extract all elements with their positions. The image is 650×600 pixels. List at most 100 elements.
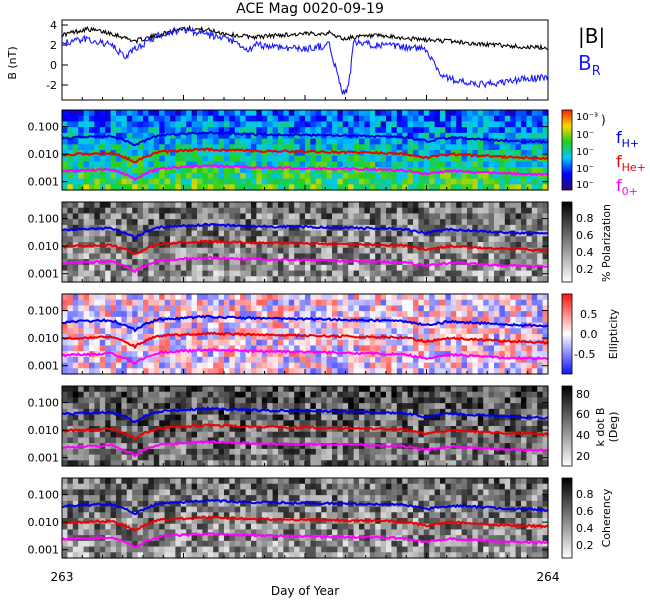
heatmap-cell [423, 132, 430, 140]
heatmap-cell [413, 224, 419, 232]
heatmap-cell [288, 316, 295, 324]
heatmap-cell [240, 110, 247, 117]
heatmap-cell [369, 172, 376, 180]
heatmap-cell [434, 270, 441, 277]
heatmap-cell [159, 236, 166, 243]
heatmap-cell [137, 127, 144, 134]
heatmap-cell [288, 305, 295, 312]
heatmap-cell [72, 294, 79, 301]
heatmap-cell [110, 264, 117, 272]
heatmap-cell [364, 236, 371, 243]
legend-b-r: BR [578, 51, 601, 79]
heatmap-cell [202, 132, 209, 140]
heatmap-cell [229, 115, 236, 123]
heatmap-cell [375, 339, 382, 347]
heatmap-cell [407, 397, 414, 404]
heatmap-cell [353, 299, 360, 307]
heatmap-cell [413, 127, 419, 134]
heatmap-cell [267, 236, 274, 243]
heatmap-cell [353, 448, 360, 456]
heatmap-cell [105, 161, 112, 168]
heatmap-cell [299, 431, 306, 439]
heatmap-cell [429, 184, 436, 191]
heatmap-cell [267, 391, 274, 399]
heatmap-cell [418, 443, 425, 450]
heatmap-cell [191, 178, 198, 185]
heatmap-cell [105, 247, 112, 255]
heatmap-cell [440, 431, 446, 439]
heatmap-cell [245, 294, 252, 301]
heatmap-cell [267, 132, 274, 140]
heatmap-cell [202, 230, 209, 237]
heatmap-cell [472, 253, 479, 260]
heatmap-cell [321, 276, 328, 283]
heatmap-cell [132, 460, 139, 467]
heatmap-cell [72, 127, 79, 134]
heatmap-cell [116, 253, 122, 260]
power-spectrum-y-tick-label-2: 0.001 [28, 176, 60, 189]
heatmap-cell [440, 408, 446, 416]
heatmap-cell [413, 155, 419, 163]
heatmap-cell [537, 236, 544, 243]
heatmap-cell [315, 144, 322, 151]
heatmap-cell [218, 311, 225, 318]
heatmap-cell [413, 414, 419, 421]
heatmap-cell [89, 110, 95, 117]
heatmap-cell [267, 414, 274, 421]
heatmap-cell [521, 345, 527, 352]
heatmap-cell [332, 121, 338, 128]
heatmap-cell [315, 202, 322, 209]
heatmap-cell [213, 316, 220, 324]
heatmap-cell [180, 391, 187, 399]
heatmap-cell [467, 368, 473, 375]
heatmap-cell [359, 230, 365, 237]
heatmap-cell [337, 322, 344, 329]
heatmap-cell [375, 431, 382, 439]
heatmap-cell [494, 299, 500, 307]
heatmap-cell [531, 207, 538, 215]
heatmap-cell [251, 305, 257, 312]
heatmap-cell [83, 362, 90, 369]
heatmap-cell [143, 386, 149, 393]
heatmap-cell [461, 178, 468, 185]
heatmap-cell [510, 144, 517, 151]
heatmap-cell [483, 247, 490, 255]
heatmap-cell [278, 426, 284, 433]
heatmap-cell [531, 259, 538, 266]
heatmap-cell [321, 115, 328, 123]
heatmap-cell [159, 328, 166, 335]
heatmap-cell [359, 207, 365, 215]
heatmap-cell [472, 207, 479, 215]
heatmap-cell [261, 437, 268, 444]
heatmap-cell [153, 339, 160, 347]
heatmap-cell [267, 259, 274, 266]
heatmap-cell [515, 150, 522, 157]
heatmap-cell [272, 322, 279, 329]
heatmap-cell [78, 391, 85, 399]
heatmap-cell [537, 184, 544, 191]
heatmap-cell [294, 294, 301, 301]
heatmap-cell [310, 259, 317, 266]
heatmap-cell [197, 356, 203, 364]
heatmap-cell [283, 386, 290, 393]
heatmap-cell [456, 386, 463, 393]
heatmap-cell [353, 138, 360, 145]
heatmap-cell [261, 391, 268, 399]
heatmap-cell [483, 138, 490, 145]
heatmap-cell [224, 247, 230, 255]
heatmap-cell [67, 448, 74, 456]
heatmap-cell [494, 322, 500, 329]
heatmap-cell [240, 460, 247, 467]
heatmap-cell [429, 236, 436, 243]
heatmap-cell [202, 115, 209, 123]
heatmap-cell [234, 437, 241, 444]
heatmap-cell [531, 236, 538, 243]
heatmap-cell [515, 219, 522, 226]
heatmap-cell [310, 299, 317, 307]
heatmap-cell [310, 356, 317, 364]
heatmap-cell [89, 155, 95, 163]
heatmap-cell [391, 322, 398, 329]
heatmap-cell [132, 443, 139, 450]
heatmap-cell [526, 316, 533, 324]
